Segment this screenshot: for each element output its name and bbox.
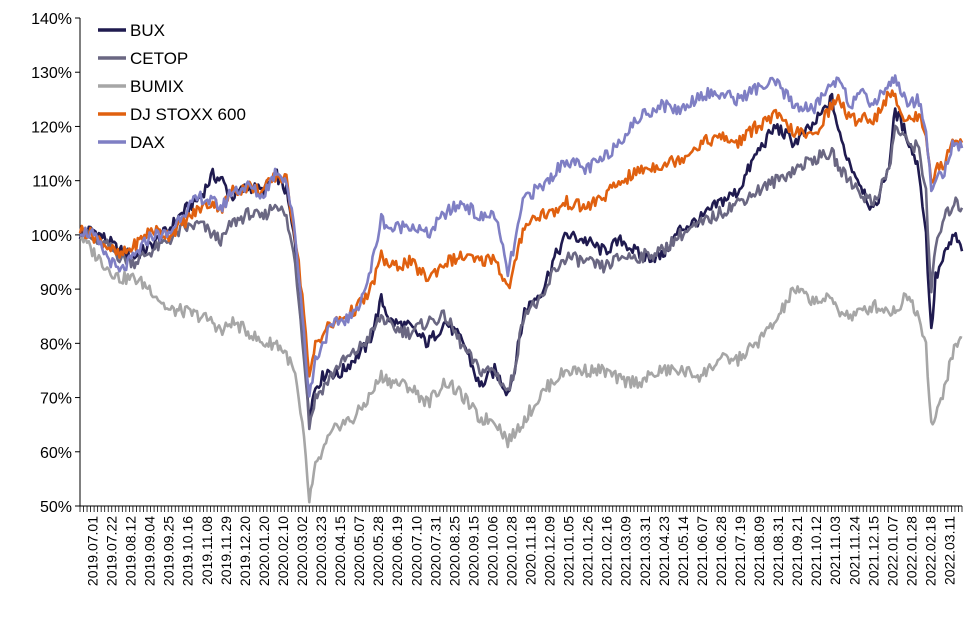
legend: BUX CETOP BUMIX DJ STOXX 600 DAX [98, 21, 246, 152]
x-tick-label: 2022.01.28 [903, 516, 919, 586]
x-tick-label: 2021.04.23 [656, 516, 672, 586]
y-tick-label: 70% [40, 391, 72, 408]
series-line-bumix [79, 235, 963, 504]
x-tick-label: 2019.11.29 [218, 516, 234, 585]
x-tick-label: 2019.11.08 [199, 516, 215, 585]
x-tick-label: 2021.03.31 [637, 516, 653, 586]
legend-label: BUMIX [130, 77, 184, 96]
x-tick-label: 2020.07.10 [408, 516, 424, 586]
y-tick-label: 80% [40, 336, 72, 353]
y-tick-label: 130% [31, 65, 72, 82]
x-tick-label: 2021.07.19 [732, 516, 748, 586]
x-tick-label: 2022.02.18 [922, 516, 938, 586]
x-tick-label: 2021.01.26 [580, 516, 596, 586]
x-tick-label: 2019.07.01 [85, 516, 101, 586]
y-tick-label: 110% [32, 174, 72, 191]
x-tick-label: 2021.03.09 [618, 516, 634, 586]
series-lines [78, 74, 964, 504]
x-tick-label: 2022.01.07 [884, 516, 900, 586]
legend-label: CETOP [130, 49, 188, 68]
series-line-cetop [79, 124, 964, 431]
x-tick-label: 2020.05.07 [351, 516, 367, 586]
x-tick-label: 2020.10.28 [504, 516, 520, 586]
x-tick-label: 2019.07.22 [104, 516, 120, 586]
x-tick-label: 2020.01.20 [256, 516, 272, 586]
x-tick-label: 2020.03.23 [313, 516, 329, 586]
series-line-bux [78, 92, 964, 422]
x-tick-label: 2021.11.03 [827, 516, 843, 585]
y-tick-label: 140% [31, 11, 72, 28]
x-tick-label: 2021.12.15 [865, 516, 881, 586]
x-tick-label: 2022.03.11 [942, 516, 958, 585]
x-tick-label: 2021.05.14 [675, 516, 691, 586]
series-line-dax [79, 74, 964, 398]
x-tick-label: 2021.08.31 [770, 516, 786, 586]
y-axis: 50% 60% 70% 80% 90% 100% 110% 120% 130% 140% [31, 11, 81, 516]
x-tick-label: 2021.08.09 [751, 516, 767, 586]
x-tick-label: 2021.10.12 [808, 516, 824, 586]
x-tick-label: 2019.12.20 [237, 516, 253, 586]
legend-label: DJ STOXX 600 [130, 105, 246, 124]
x-tick-label: 2020.08.25 [446, 516, 462, 586]
x-tick-label: 2020.05.28 [370, 516, 386, 586]
y-tick-label: 50% [40, 499, 72, 516]
y-tick-label: 90% [40, 282, 72, 299]
y-tick-label: 60% [40, 445, 72, 462]
x-tick-label: 2019.09.25 [161, 516, 177, 586]
x-tick-label: 2020.06.19 [389, 516, 405, 586]
x-tick-label: 2019.09.04 [142, 516, 158, 586]
x-tick-label: 2020.03.02 [294, 516, 310, 586]
x-tick-label: 2021.01.05 [561, 516, 577, 586]
x-tick-label: 2020.12.09 [542, 516, 558, 586]
legend-label: DAX [130, 133, 165, 152]
x-tick-label: 2020.09.15 [465, 516, 481, 586]
x-tick-label: 2021.06.07 [694, 516, 710, 586]
x-tick-label: 2021.11.24 [846, 516, 862, 585]
x-tick-label: 2020.11.18 [523, 516, 539, 585]
x-tick-label: 2021.09.21 [789, 516, 805, 586]
x-tick-label: 2021.02.16 [599, 516, 615, 586]
x-tick-label: 2020.04.15 [332, 516, 348, 586]
x-tick-label: 2021.06.28 [713, 516, 729, 586]
x-axis: 2019.07.01 2019.07.22 2019.08.12 2019.09.04… [79, 505, 963, 586]
x-tick-label: 2020.07.31 [427, 516, 443, 586]
x-tick-label: 2019.10.16 [180, 516, 196, 586]
y-tick-label: 120% [31, 119, 72, 136]
legend-label: BUX [130, 21, 165, 40]
y-tick-label: 100% [31, 228, 72, 245]
x-tick-label: 2020.02.10 [275, 516, 291, 586]
x-tick-label: 2019.08.12 [123, 516, 139, 586]
x-tick-label: 2020.10.06 [484, 516, 500, 586]
